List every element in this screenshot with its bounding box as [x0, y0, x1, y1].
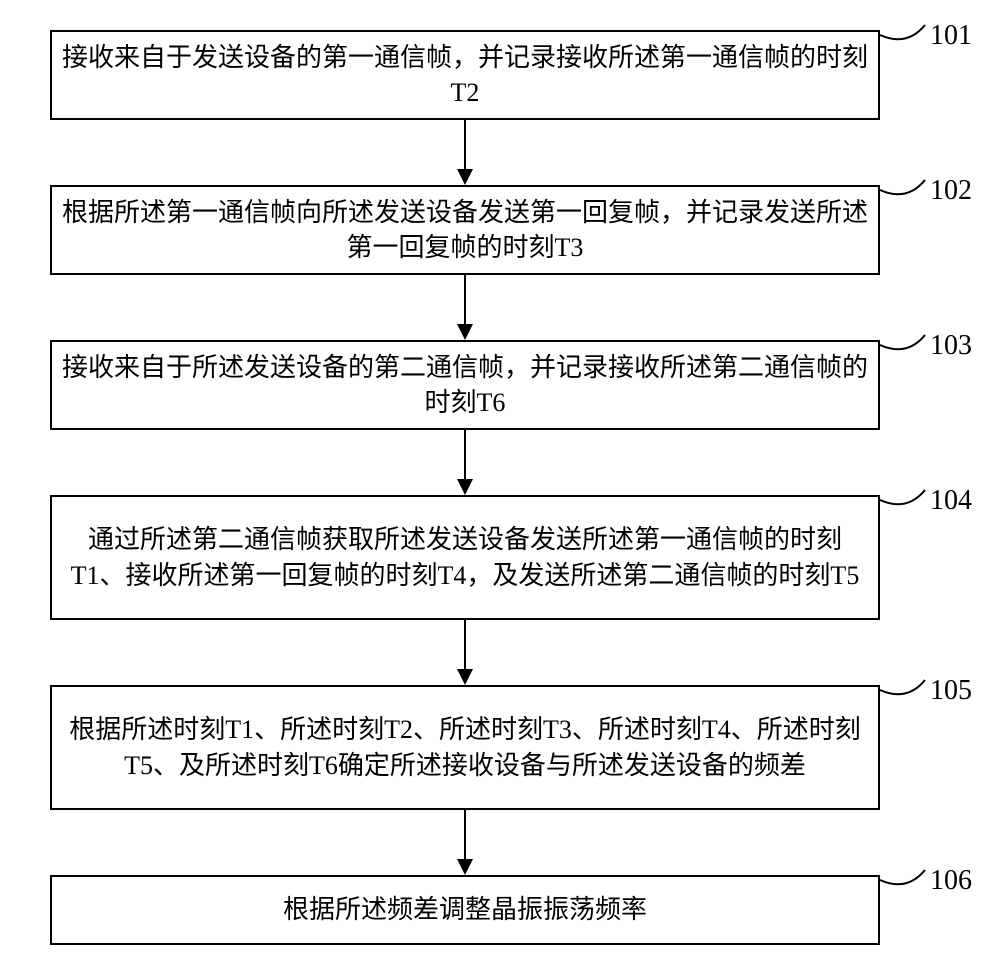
flow-node-106: 根据所述频差调整晶振振荡频率: [50, 875, 880, 945]
leader-line-106: [875, 865, 930, 895]
flowchart-canvas: 接收来自于发送设备的第一通信帧，并记录接收所述第一通信帧的时刻T2 101 根据所述…: [0, 0, 1000, 977]
arrow-2: [453, 275, 477, 340]
leader-line-105: [875, 675, 930, 705]
flow-node-text: 接收来自于所述发送设备的第二通信帧，并记录接收所述第二通信帧的时刻T6: [62, 350, 868, 420]
flow-node-text: 接收来自于发送设备的第一通信帧，并记录接收所述第一通信帧的时刻T2: [62, 40, 868, 110]
leader-line-104: [875, 485, 930, 515]
flow-node-text: 根据所述第一通信帧向所述发送设备发送第一回复帧，并记录发送所述第一回复帧的时刻T…: [62, 195, 868, 265]
step-label-106: 106: [930, 865, 972, 897]
arrow-4: [453, 620, 477, 685]
flow-node-103: 接收来自于所述发送设备的第二通信帧，并记录接收所述第二通信帧的时刻T6: [50, 340, 880, 430]
arrow-1: [453, 120, 477, 185]
step-label-105: 105: [930, 675, 972, 707]
step-label-102: 102: [930, 175, 972, 207]
leader-line-101: [875, 20, 930, 50]
flow-node-text: 根据所述时刻T1、所述时刻T2、所述时刻T3、所述时刻T4、所述时刻T5、及所述…: [62, 712, 868, 782]
step-label-101: 101: [930, 20, 972, 52]
flow-node-102: 根据所述第一通信帧向所述发送设备发送第一回复帧，并记录发送所述第一回复帧的时刻T…: [50, 185, 880, 275]
leader-line-102: [875, 175, 930, 205]
flow-node-105: 根据所述时刻T1、所述时刻T2、所述时刻T3、所述时刻T4、所述时刻T5、及所述…: [50, 685, 880, 810]
flow-node-101: 接收来自于发送设备的第一通信帧，并记录接收所述第一通信帧的时刻T2: [50, 30, 880, 120]
flow-node-104: 通过所述第二通信帧获取所述发送设备发送所述第一通信帧的时刻T1、接收所述第一回复…: [50, 495, 880, 620]
arrow-5: [453, 810, 477, 875]
leader-line-103: [875, 330, 930, 360]
step-label-104: 104: [930, 485, 972, 517]
arrow-3: [453, 430, 477, 495]
flow-node-text: 通过所述第二通信帧获取所述发送设备发送所述第一通信帧的时刻T1、接收所述第一回复…: [62, 522, 868, 592]
step-label-103: 103: [930, 330, 972, 362]
flow-node-text: 根据所述频差调整晶振振荡频率: [62, 892, 868, 927]
